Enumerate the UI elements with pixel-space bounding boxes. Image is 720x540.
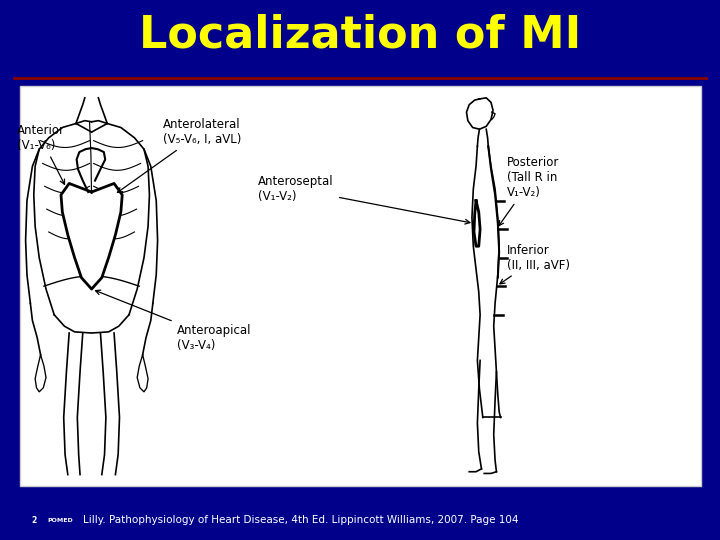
Text: Localization of MI: Localization of MI	[139, 14, 581, 57]
Text: Inferior
(II, III, aVF): Inferior (II, III, aVF)	[500, 244, 570, 284]
Polygon shape	[474, 200, 480, 246]
Text: Anteroapical
(V₃-V₄): Anteroapical (V₃-V₄)	[96, 290, 251, 352]
Text: POMED: POMED	[47, 517, 73, 523]
Text: Lilly. Pathophysiology of Heart Disease, 4th Ed. Lippincott Williams, 2007. Page: Lilly. Pathophysiology of Heart Disease,…	[83, 515, 518, 525]
Text: Anterolateral
(V₅-V₆, I, aVL): Anterolateral (V₅-V₆, I, aVL)	[117, 118, 241, 192]
Text: Anterior
(V₁-V₆): Anterior (V₁-V₆)	[17, 124, 65, 184]
Bar	[20, 86, 701, 486]
Text: Anteroseptal
(V₁-V₂): Anteroseptal (V₁-V₂)	[258, 175, 470, 224]
Polygon shape	[61, 184, 122, 289]
Text: Posterior
(Tall R in
V₁-V₂): Posterior (Tall R in V₁-V₂)	[499, 156, 559, 226]
Text: 2: 2	[31, 516, 37, 524]
